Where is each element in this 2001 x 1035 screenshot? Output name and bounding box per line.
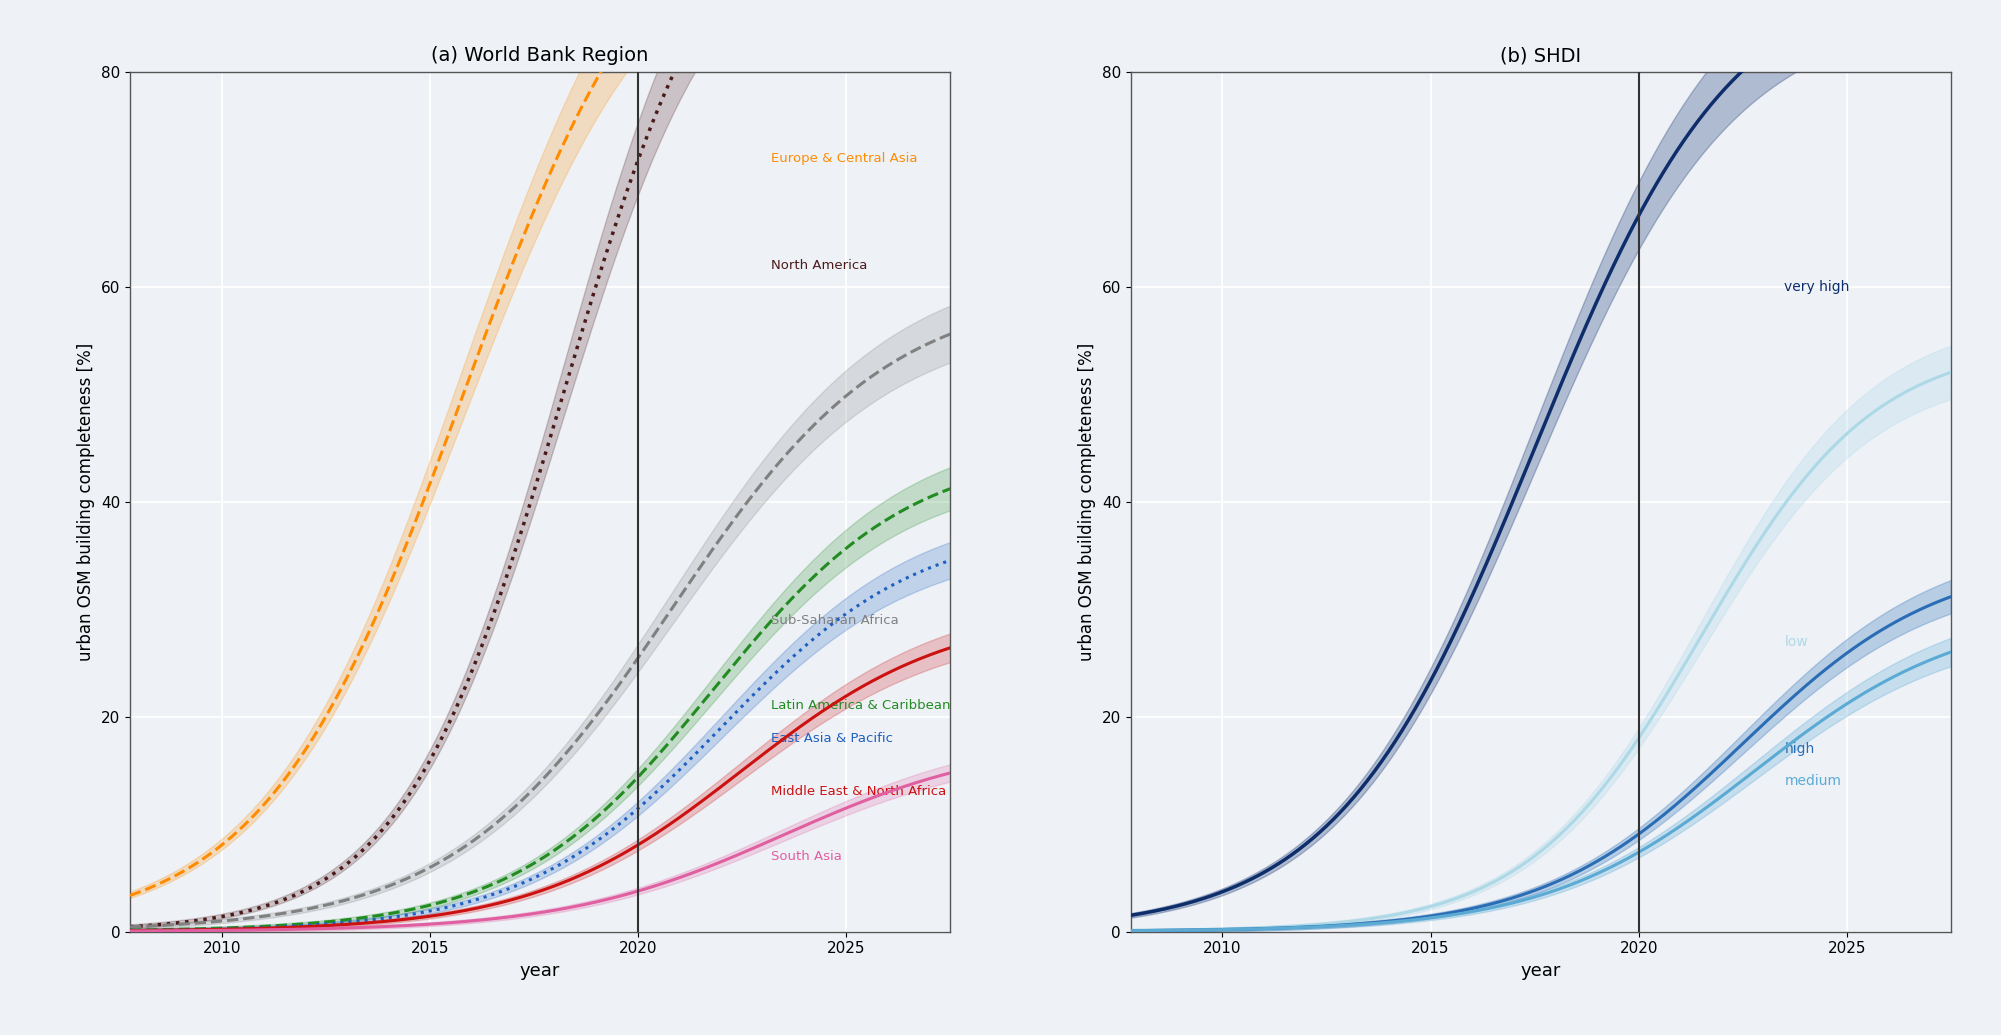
Text: East Asia & Pacific: East Asia & Pacific <box>770 732 892 745</box>
Y-axis label: urban OSM building completeness [%]: urban OSM building completeness [%] <box>78 343 96 661</box>
Y-axis label: urban OSM building completeness [%]: urban OSM building completeness [%] <box>1079 343 1097 661</box>
Text: Latin America & Caribbean: Latin America & Caribbean <box>770 700 950 712</box>
Text: Middle East & North Africa: Middle East & North Africa <box>770 786 946 798</box>
Text: medium: medium <box>1785 774 1841 789</box>
Text: Sub-Saharan Africa: Sub-Saharan Africa <box>770 614 898 626</box>
X-axis label: year: year <box>1521 962 1561 980</box>
Text: low: low <box>1785 634 1809 649</box>
Title: (a) World Bank Region: (a) World Bank Region <box>432 47 648 65</box>
Title: (b) SHDI: (b) SHDI <box>1501 47 1581 65</box>
Text: North America: North America <box>770 259 868 272</box>
X-axis label: year: year <box>520 962 560 980</box>
Text: high: high <box>1785 742 1815 756</box>
Text: South Asia: South Asia <box>770 850 842 863</box>
Text: very high: very high <box>1785 280 1849 294</box>
Text: Europe & Central Asia: Europe & Central Asia <box>770 152 918 165</box>
